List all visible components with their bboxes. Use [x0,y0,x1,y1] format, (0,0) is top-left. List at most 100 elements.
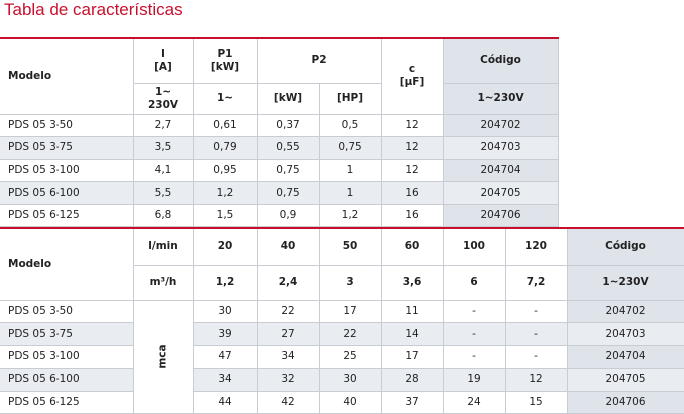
cell: 204704 [566,345,684,369]
header-cell: Código [566,227,684,266]
header-cell: I [A] [132,37,194,84]
cell: 12 [380,113,444,138]
header-cell: Código [442,37,559,84]
cell: 1,2 [192,181,258,205]
cell: 204703 [566,322,684,347]
cell: 37 [380,390,444,414]
cell: 0,79 [192,136,258,160]
cell: 204703 [442,136,559,160]
header-cell: c [µF] [380,37,444,115]
cell: 28 [380,367,444,392]
cell: 15 [504,390,568,414]
cell: 47 [192,345,258,369]
cell: 30 [318,367,382,392]
cell: 204704 [442,158,559,183]
cell: - [442,322,506,347]
cell: 44 [192,390,258,414]
unit-cell: mca [132,299,194,414]
cell: 22 [256,299,320,324]
cell: 25 [318,345,382,369]
cell: PDS 05 3-75 [0,136,134,160]
cell: 27 [256,322,320,347]
cell: PDS 05 3-50 [0,113,134,138]
header-cell: 100 [442,227,506,266]
cell: 34 [192,367,258,392]
cell: 0,75 [256,158,320,183]
cell: 6,8 [132,203,194,228]
header-cell: 1~230V [566,264,684,301]
cell: 39 [192,322,258,347]
cell: PDS 05 6-100 [0,181,134,205]
table-1: Modelo I [A] P1 [kW] P2 c [µF] Código 1~ 230V 1… [0,37,559,228]
cell: 1 [318,181,382,205]
cell: 204705 [566,367,684,392]
cell: 32 [256,367,320,392]
cell: 12 [380,136,444,160]
cell: 14 [380,322,444,347]
cell: 204705 [442,181,559,205]
cell: 42 [256,390,320,414]
cell: 1,5 [192,203,258,228]
cell: PDS 05 6-125 [0,390,134,414]
title: Tabla de características [4,0,183,19]
cell: PDS 05 3-75 [0,322,134,347]
cell: 17 [380,345,444,369]
cell: - [504,322,568,347]
header-cell: 60 [380,227,444,266]
cell: - [504,345,568,369]
cell: 16 [380,181,444,205]
cell: 40 [318,390,382,414]
cell: PDS 05 3-100 [0,158,134,183]
header-cell: 120 [504,227,568,266]
cell: 1 [318,158,382,183]
cell: PDS 05 6-100 [0,367,134,392]
unit-label: mca [156,344,169,370]
cell: PDS 05 6-125 [0,203,134,228]
header-cell: 3 [318,264,382,301]
header-cell: 1~ [192,82,258,115]
header-cell: 50 [318,227,382,266]
header-cell: 3,6 [380,264,444,301]
cell: 2,7 [132,113,194,138]
header-cell: 2,4 [256,264,320,301]
cell: 0,75 [256,181,320,205]
header-cell: Modelo [0,37,134,115]
cell: - [442,299,506,324]
cell: 1,2 [318,203,382,228]
cell: 22 [318,322,382,347]
cell: 11 [380,299,444,324]
header-cell: 6 [442,264,506,301]
header-cell: Modelo [0,227,134,301]
cell: 12 [504,367,568,392]
cell: 12 [380,158,444,183]
cell: 204702 [442,113,559,138]
header-cell: 7,2 [504,264,568,301]
header-cell: P1 [kW] [192,37,258,84]
cell: 0,75 [318,136,382,160]
header-cell: 1~ 230V [132,82,194,115]
cell: 16 [380,203,444,228]
header-cell: [kW] [256,82,320,115]
cell: 0,9 [256,203,320,228]
cell: 204706 [442,203,559,228]
cell: PDS 05 3-50 [0,299,134,324]
cell: 204702 [566,299,684,324]
cell: PDS 05 3-100 [0,345,134,369]
cell: 24 [442,390,506,414]
header-cell: l/min [132,227,194,266]
header-cell: P2 [256,37,382,84]
cell: 3,5 [132,136,194,160]
cell: 34 [256,345,320,369]
header-cell: 1,2 [192,264,258,301]
cell: 19 [442,367,506,392]
cell: - [504,299,568,324]
header-cell: 20 [192,227,258,266]
header-cell: [HP] [318,82,382,115]
cell: - [442,345,506,369]
cell: 4,1 [132,158,194,183]
cell: 0,5 [318,113,382,138]
cell: 5,5 [132,181,194,205]
header-cell: 1~230V [442,82,559,115]
header-cell: m³/h [132,264,194,301]
